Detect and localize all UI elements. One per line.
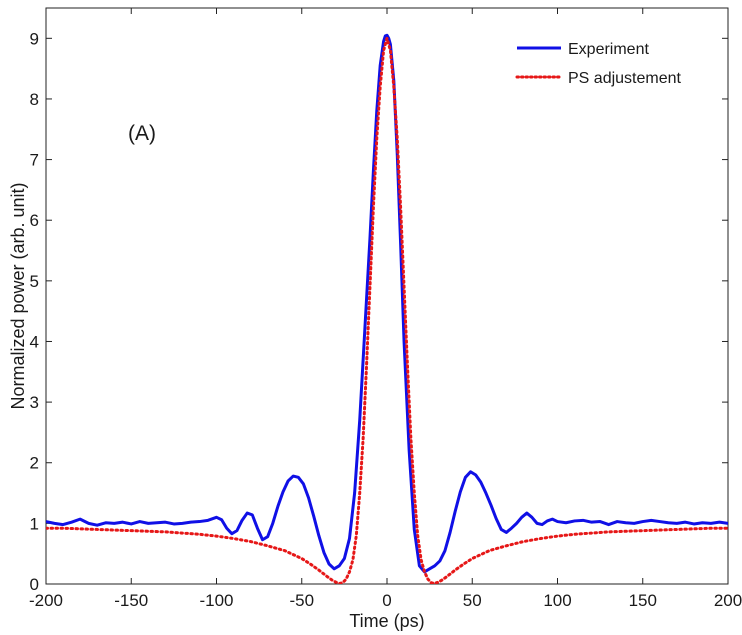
y-tick-label: 6 [30, 211, 39, 230]
y-tick-label: 3 [30, 393, 39, 412]
panel-label: (A) [128, 122, 156, 145]
x-tick-label: 0 [382, 591, 391, 610]
y-tick-label: 8 [30, 90, 39, 109]
y-tick-label: 5 [30, 272, 39, 291]
ticks-layer: -200 -150 -100 -50 0 50 100 150 200 0 1 2 3 4 5 6 7 8 9 [29, 8, 742, 610]
x-tick-label: -200 [29, 591, 63, 610]
y-tick-label: 0 [30, 575, 39, 594]
x-tick-label: -50 [289, 591, 314, 610]
series-line-ps-adjustement [46, 36, 728, 584]
series-line-experiment [46, 33, 728, 574]
x-tick-label: 50 [463, 591, 482, 610]
y-tick-label: 9 [30, 29, 39, 48]
legend-label-experiment: Experiment [568, 41, 649, 58]
y-tick-label: 2 [30, 454, 39, 473]
x-tick-label: -150 [114, 591, 148, 610]
y-tick-label: 4 [30, 332, 39, 351]
legend-label-ps-adjustement: PS adjustement [568, 70, 682, 87]
x-tick-label: -100 [199, 591, 233, 610]
x-tick-label: 200 [714, 591, 742, 610]
legend: Experiment PS adjustement [515, 41, 682, 87]
series-layer [46, 33, 728, 584]
x-axis-label: Time (ps) [349, 611, 424, 631]
y-axis-label: Normalized power (arb. unit) [8, 182, 28, 409]
x-tick-label: 100 [543, 591, 571, 610]
x-tick-label: 150 [629, 591, 657, 610]
y-tick-label: 7 [30, 151, 39, 170]
y-tick-label: 1 [30, 514, 39, 533]
plot-area [45, 7, 729, 585]
